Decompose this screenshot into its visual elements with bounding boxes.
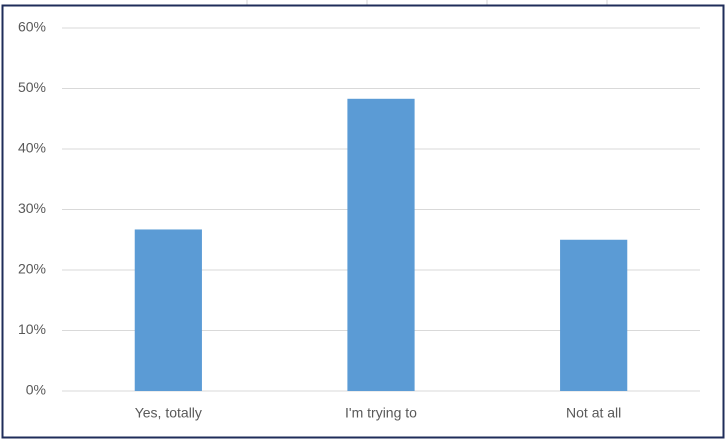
x-tick-label: I'm trying to: [345, 405, 417, 421]
bar: [560, 239, 628, 391]
y-tick-label: 60%: [18, 19, 46, 35]
y-tick-label: 40%: [18, 140, 46, 156]
x-tick-label: Yes, totally: [135, 405, 202, 421]
y-tick-label: 30%: [18, 200, 46, 216]
y-tick-label: 20%: [18, 261, 46, 277]
y-tick-label: 10%: [18, 321, 46, 337]
chart-border: [1, 4, 725, 439]
y-tick-label: 50%: [18, 79, 46, 95]
bar: [134, 229, 202, 391]
y-tick-label: 0%: [26, 382, 46, 398]
x-tick-label: Not at all: [566, 405, 621, 421]
bar: [347, 98, 415, 391]
